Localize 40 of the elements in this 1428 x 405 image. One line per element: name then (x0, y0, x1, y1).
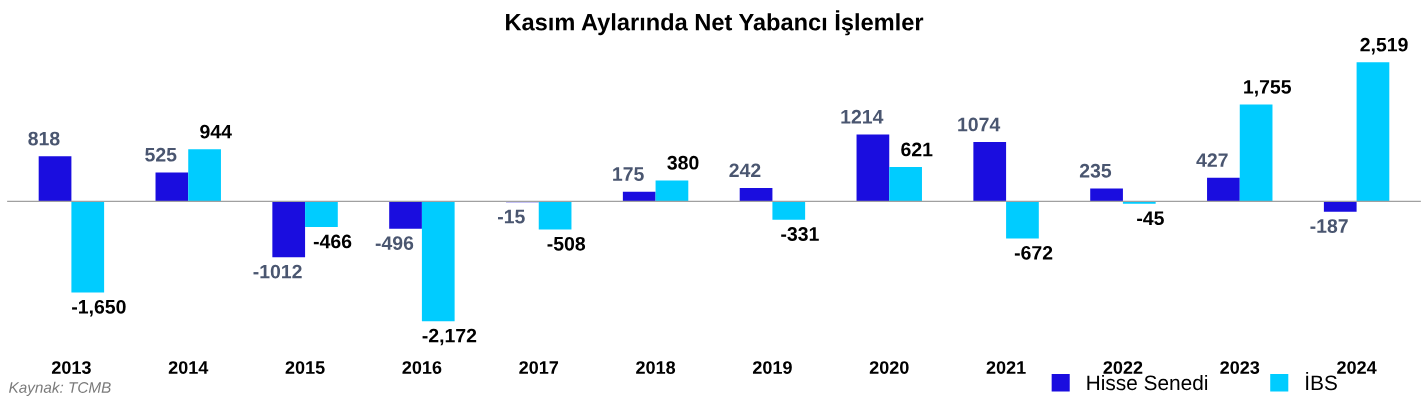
legend-label: İBS (1306, 372, 1337, 391)
data-label: 235 (1079, 163, 1112, 178)
data-label: 1,755 (1244, 80, 1292, 97)
data-label: -672 (1014, 245, 1053, 260)
data-label: 621 (901, 142, 933, 157)
data-label: 2,519 (1360, 37, 1408, 55)
data-label: 380 (667, 155, 699, 170)
data-label: -466 (313, 234, 352, 249)
text: Kaynak: TCMB (9, 381, 111, 396)
data-label: -508 (547, 236, 586, 251)
x-tick-label: 2019 (752, 361, 792, 374)
x-tick-label: 2014 (168, 361, 209, 374)
data-label: 427 (1196, 153, 1228, 167)
x-tick-label: 2024 (1337, 361, 1377, 374)
data-label: 175 (613, 167, 644, 181)
data-label: 242 (729, 163, 761, 178)
data-label: -331 (781, 227, 819, 241)
x-tick-label: 2021 (986, 361, 1026, 374)
data-label: -187 (1310, 219, 1348, 233)
x-tick-label: 2016 (402, 361, 442, 374)
data-label: 944 (200, 124, 232, 139)
data-label: -1,650 (72, 299, 126, 317)
legend-label: Hisse Senedi (1087, 374, 1208, 391)
data-label: -1012 (253, 264, 302, 279)
x-tick-label: 2023 (1220, 361, 1260, 374)
data-label: -2,172 (422, 328, 477, 346)
data-label: 1214 (841, 109, 884, 124)
data-label: -45 (1137, 211, 1164, 226)
x-tick-label: 2020 (869, 361, 909, 374)
x-tick-label: 2013 (51, 361, 91, 374)
x-tick-label: 2018 (636, 361, 676, 374)
data-label: 818 (28, 131, 60, 146)
x-tick-label: 2017 (519, 361, 559, 374)
data-label: 1074 (958, 117, 1001, 132)
data-label: 525 (145, 147, 177, 162)
data-label: -496 (375, 236, 414, 250)
data-label: -15 (497, 209, 525, 224)
x-tick-label: 2015 (285, 361, 325, 374)
chart-title: Kasım Aylarında Net Yabancı İşlemler (506, 10, 924, 36)
x-tick-label: 2022 (1103, 361, 1143, 374)
